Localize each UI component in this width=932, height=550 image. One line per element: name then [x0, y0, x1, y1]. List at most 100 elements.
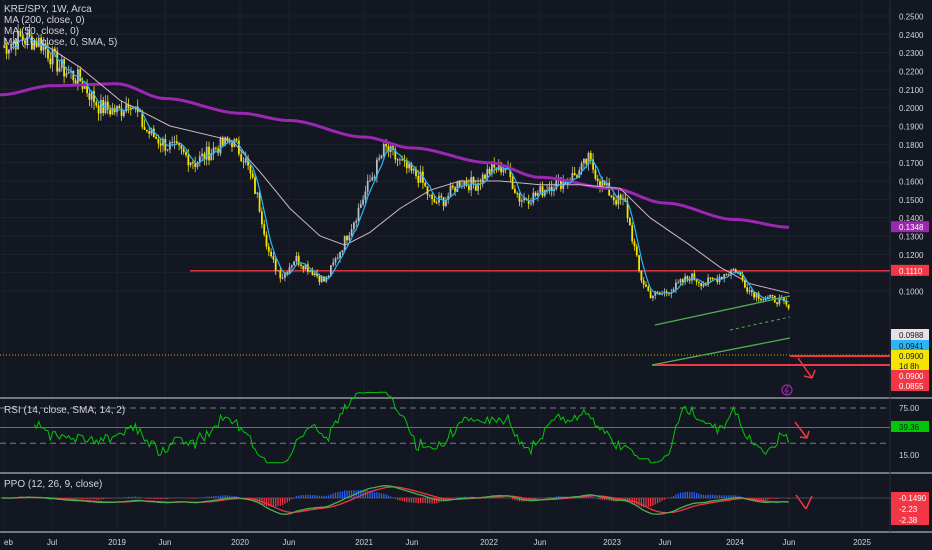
candle-body: [665, 291, 668, 293]
candle-body: [127, 104, 130, 109]
chart-title[interactable]: KRE/SPY, 1W, Arca: [4, 4, 92, 15]
candle-body: [760, 298, 762, 301]
candle-body: [198, 156, 201, 163]
candle-body: [346, 235, 348, 241]
candle-body: [587, 152, 590, 164]
time-tick-label: Jun: [283, 538, 296, 547]
candle-body: [776, 302, 778, 305]
candle-body: [599, 181, 601, 187]
candle-body: [28, 33, 31, 37]
candle-body: [293, 261, 295, 266]
time-tick-label: Jun: [783, 538, 796, 547]
price-tick-label: 0.2100: [899, 86, 924, 95]
candle-body: [238, 140, 240, 155]
channel-bottom-line: [651, 337, 791, 366]
candle-body: [716, 278, 719, 283]
candle-body: [249, 165, 252, 174]
candle-body: [157, 138, 160, 144]
ma10-legend[interactable]: MA (10, close, 0, SMA, 5): [4, 37, 118, 48]
candle-body: [764, 299, 767, 301]
candle-body: [378, 158, 381, 160]
candle-body: [578, 170, 581, 178]
candle-body: [31, 36, 33, 50]
candle-body: [612, 197, 615, 201]
candle-body: [417, 176, 420, 183]
candle-body: [286, 272, 289, 274]
level-upper-tag: 0.1110: [899, 267, 923, 276]
candle-body: [474, 184, 477, 191]
candle-body: [355, 220, 358, 223]
candle-body: [516, 192, 519, 194]
candle-body: [113, 108, 116, 113]
candle-body: [504, 169, 507, 171]
candle-body: [548, 186, 551, 191]
candle-body: [334, 258, 337, 263]
candle-body: [120, 108, 123, 116]
price-tick-label: 0.1500: [899, 196, 924, 205]
candle-body: [631, 225, 634, 242]
price-tick-label: 0.1300: [899, 233, 924, 242]
candle-body: [175, 141, 178, 144]
candle-body: [638, 255, 640, 271]
candle-body: [240, 154, 243, 162]
price-tick-label: 0.1400: [899, 214, 924, 223]
ma50-legend[interactable]: MA (50, close, 0): [4, 26, 80, 37]
candle-body: [428, 194, 431, 196]
candle-body: [727, 274, 730, 276]
candle-body: [219, 137, 222, 154]
price-axis: 0.2500 0.2400 0.2300 0.2200 0.2100 0.2000 0.19…: [891, 13, 929, 391]
candle-body: [217, 148, 220, 154]
candle-body: [100, 100, 102, 114]
candle-body: [748, 290, 751, 292]
candle-body: [677, 282, 680, 284]
candle-body: [125, 104, 128, 112]
candle-body: [212, 147, 215, 153]
lightning-icon: [781, 384, 793, 396]
candle-body: [295, 255, 298, 262]
candle-body: [654, 291, 657, 296]
candle-body: [447, 195, 450, 201]
candle-body: [297, 255, 300, 265]
candle-body: [148, 131, 151, 134]
candle-body: [385, 144, 387, 147]
candle-body: [537, 192, 539, 196]
ma200-legend[interactable]: MA (200, close, 0): [4, 15, 85, 26]
candle-body: [325, 276, 328, 282]
price-tick-label: 0.2300: [899, 49, 924, 58]
level-lower-2-tag-bg: [891, 380, 929, 391]
ppo-label[interactable]: PPO (12, 26, 9, close): [4, 479, 103, 490]
time-tick-label: Jun: [659, 538, 672, 547]
ppo-tag-bg: [891, 503, 929, 514]
rsi-label[interactable]: RSI (14, close, SMA, 14, 2): [4, 405, 126, 416]
level-lower-1-tag: 0.0900: [899, 372, 924, 381]
candle-body: [265, 234, 268, 247]
candle-body: [24, 40, 26, 44]
price-tick-label: 0.2500: [899, 13, 924, 22]
candle-body: [534, 192, 537, 196]
candle-body: [514, 189, 516, 193]
ma50-line: [39, 41, 790, 294]
price-tick-label: 0.1600: [899, 178, 924, 187]
candle-body: [254, 177, 256, 194]
candle-body: [711, 277, 714, 279]
candle-body: [486, 169, 489, 179]
candle-body: [396, 159, 399, 161]
candle-body: [203, 153, 206, 160]
candle-body: [675, 282, 677, 290]
candle-body: [270, 251, 272, 257]
candle-body: [619, 194, 622, 200]
rsi-pane: 75.00 15.00 39.36: [0, 391, 929, 464]
candle-body: [267, 246, 270, 252]
grid: [0, 0, 932, 533]
candle-body: [511, 176, 514, 190]
candle-body: [74, 80, 77, 84]
candle-body: [359, 204, 362, 208]
candle-body: [366, 180, 369, 192]
candle-body: [93, 91, 95, 103]
ppo-line: [1, 485, 789, 515]
candle-body: [155, 136, 157, 139]
candle-body: [755, 293, 758, 298]
candle-body: [35, 40, 38, 47]
ppo-value-2: -2.23: [899, 505, 918, 514]
